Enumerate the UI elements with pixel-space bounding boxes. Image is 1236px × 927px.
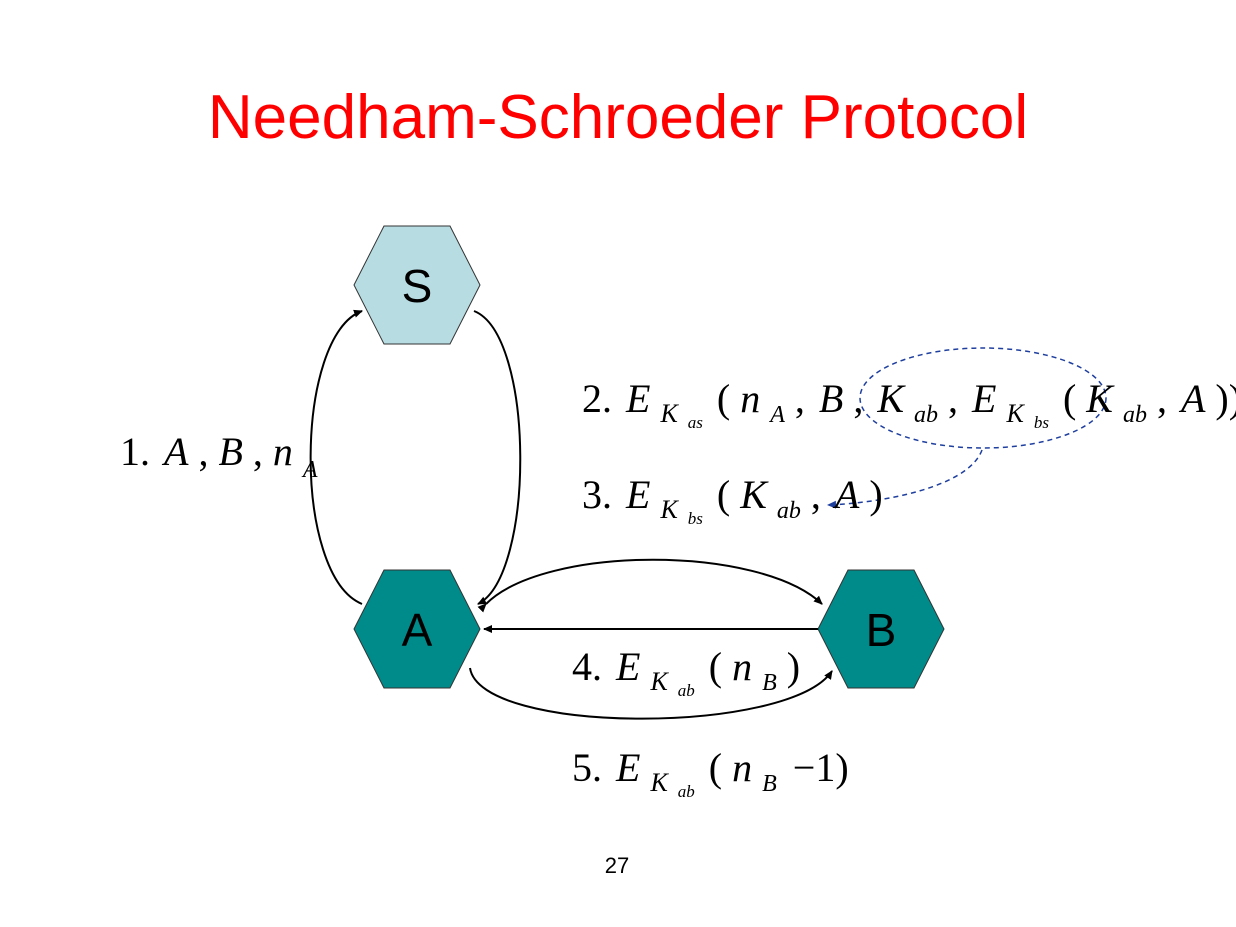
message-3-label: 3. E K bs ( K ab , A ): [582, 472, 883, 533]
page-number: 27: [605, 853, 629, 878]
m4-k-sub: ab: [678, 681, 695, 700]
node-a-label: A: [402, 604, 433, 656]
message-1-label: 1. A , B , n A: [120, 429, 318, 483]
node-a-hexagon: [353, 569, 481, 689]
m2-k3: K: [1005, 399, 1025, 428]
m1-number: 1.: [120, 429, 150, 474]
m5-e: E: [615, 745, 640, 790]
m2-k: K: [659, 399, 679, 428]
m2-e2: E: [971, 376, 996, 421]
node-b-label: B: [866, 604, 897, 656]
m1-nonce-sub: A: [301, 457, 318, 483]
m2-close-parens: )): [1215, 376, 1236, 421]
m4-nonce: n: [732, 644, 752, 689]
m1-nonce: n: [273, 429, 293, 474]
m2-e: E: [625, 376, 650, 421]
m2-open-paren: (: [717, 376, 730, 421]
m4-nonce-sub: B: [762, 670, 777, 696]
m2-open-paren-2: (: [1063, 376, 1076, 421]
m2-comma-4: ,: [1157, 376, 1167, 421]
m3-comma: ,: [811, 472, 821, 517]
m1-a: A: [161, 429, 189, 474]
m3-k2-sub: ab: [777, 498, 801, 524]
node-s: S: [353, 225, 481, 345]
m2-a: A: [1178, 376, 1206, 421]
m1-b: B: [218, 429, 242, 474]
node-b-hexagon: [817, 569, 945, 689]
node-s-label: S: [402, 260, 433, 312]
m1-comma-1: ,: [198, 429, 208, 474]
node-s-hexagon: [353, 225, 481, 345]
message-4-label: 4. E K ab ( n B ): [572, 644, 800, 705]
m1-comma-2: ,: [253, 429, 263, 474]
arrow-message-1: [309, 309, 363, 605]
m3-k-sub: bs: [688, 509, 704, 528]
arrow-message-3: [477, 558, 823, 613]
m2-b: B: [819, 376, 843, 421]
m4-number: 4.: [572, 644, 602, 689]
m4-open-paren: (: [709, 644, 722, 689]
m3-open-paren: (: [717, 472, 730, 517]
m2-k4: K: [1085, 376, 1115, 421]
m2-k4-sub: ab: [1123, 402, 1147, 428]
m5-number: 5.: [572, 745, 602, 790]
m3-e: E: [625, 472, 650, 517]
arrow-message-2: [473, 310, 522, 605]
m4-close-paren: ): [787, 644, 800, 689]
m3-a: A: [832, 472, 860, 517]
m4-k: K: [649, 667, 669, 696]
m2-nonce: n: [740, 376, 760, 421]
m3-k2: K: [739, 472, 769, 517]
m5-open-paren: (: [709, 745, 722, 790]
m5-nonce: n: [732, 745, 752, 790]
m3-number: 3.: [582, 472, 612, 517]
m2-k-sub: as: [688, 413, 704, 432]
message-5-label: 5. E K ab ( n B −1): [572, 745, 849, 806]
node-b: B: [817, 569, 945, 689]
m2-nonce-sub: A: [768, 402, 785, 428]
m2-k2-sub: ab: [914, 402, 938, 428]
m2-number: 2.: [582, 376, 612, 421]
slide-title: Needham-Schroeder Protocol: [208, 83, 1028, 152]
m2-comma-2: ,: [853, 376, 863, 421]
m2-k2: K: [876, 376, 906, 421]
m5-nonce-sub: B: [762, 771, 777, 797]
node-a: A: [353, 569, 481, 689]
m2-k3-sub: bs: [1034, 413, 1050, 432]
m3-k: K: [659, 495, 679, 524]
m5-k: K: [649, 768, 669, 797]
m5-k-sub: ab: [678, 782, 695, 801]
m3-close-paren: ): [869, 472, 882, 517]
message-2-label: 2. E K as ( n A , B , K ab , E K bs ( K …: [582, 376, 1236, 437]
ticket-highlight-ellipse: [859, 347, 1107, 449]
m2-comma-3: ,: [948, 376, 958, 421]
arrow-message-5: [469, 667, 833, 720]
m5-minus-one: −1): [793, 745, 849, 790]
m4-e: E: [615, 644, 640, 689]
m2-comma-1: ,: [795, 376, 805, 421]
